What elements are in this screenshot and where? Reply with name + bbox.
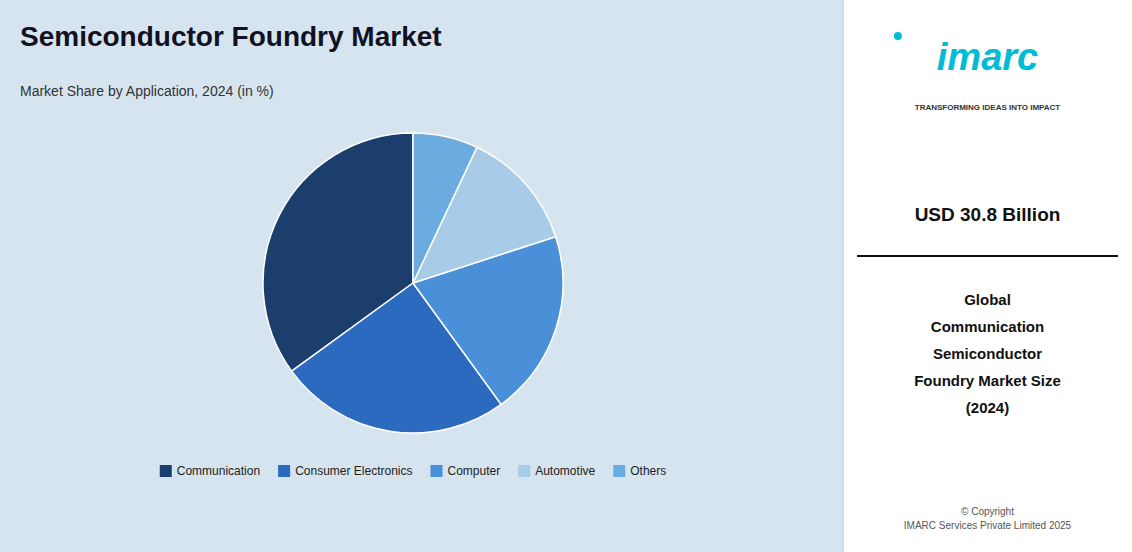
panel-divider	[842, 0, 844, 552]
legend: Communication Consumer Electronics Compute…	[160, 464, 666, 478]
description: GlobalCommunicationSemiconductorFoundry …	[914, 291, 1061, 416]
legend-swatch	[431, 465, 443, 477]
subtitle: Market Share by Application, 2024 (in %)	[20, 83, 274, 99]
logo: imarc	[937, 36, 1038, 78]
pie	[263, 133, 563, 433]
legend-swatch	[160, 465, 172, 477]
legend-swatch	[278, 465, 290, 477]
copyright: © CopyrightIMARC Services Private Limite…	[904, 506, 1072, 531]
market-value: USD 30.8 Billion	[915, 204, 1061, 225]
legend-label: Computer	[448, 464, 501, 478]
value-divider	[857, 255, 1118, 257]
legend-swatch	[613, 465, 625, 477]
tagline: TRANSFORMING IDEAS INTO IMPACT	[915, 103, 1061, 112]
legend-label: Automotive	[535, 464, 595, 478]
pie-slice	[413, 133, 477, 283]
chart: Semiconductor Foundry Market Market Share…	[0, 0, 1132, 552]
title: Semiconductor Foundry Market	[20, 21, 442, 52]
legend-swatch	[518, 465, 530, 477]
background	[0, 0, 843, 552]
legend-label: Communication	[177, 464, 260, 478]
logo-dot	[894, 32, 902, 40]
side-panel	[843, 0, 1132, 552]
legend-label: Others	[630, 464, 666, 478]
legend-label: Consumer Electronics	[295, 464, 412, 478]
